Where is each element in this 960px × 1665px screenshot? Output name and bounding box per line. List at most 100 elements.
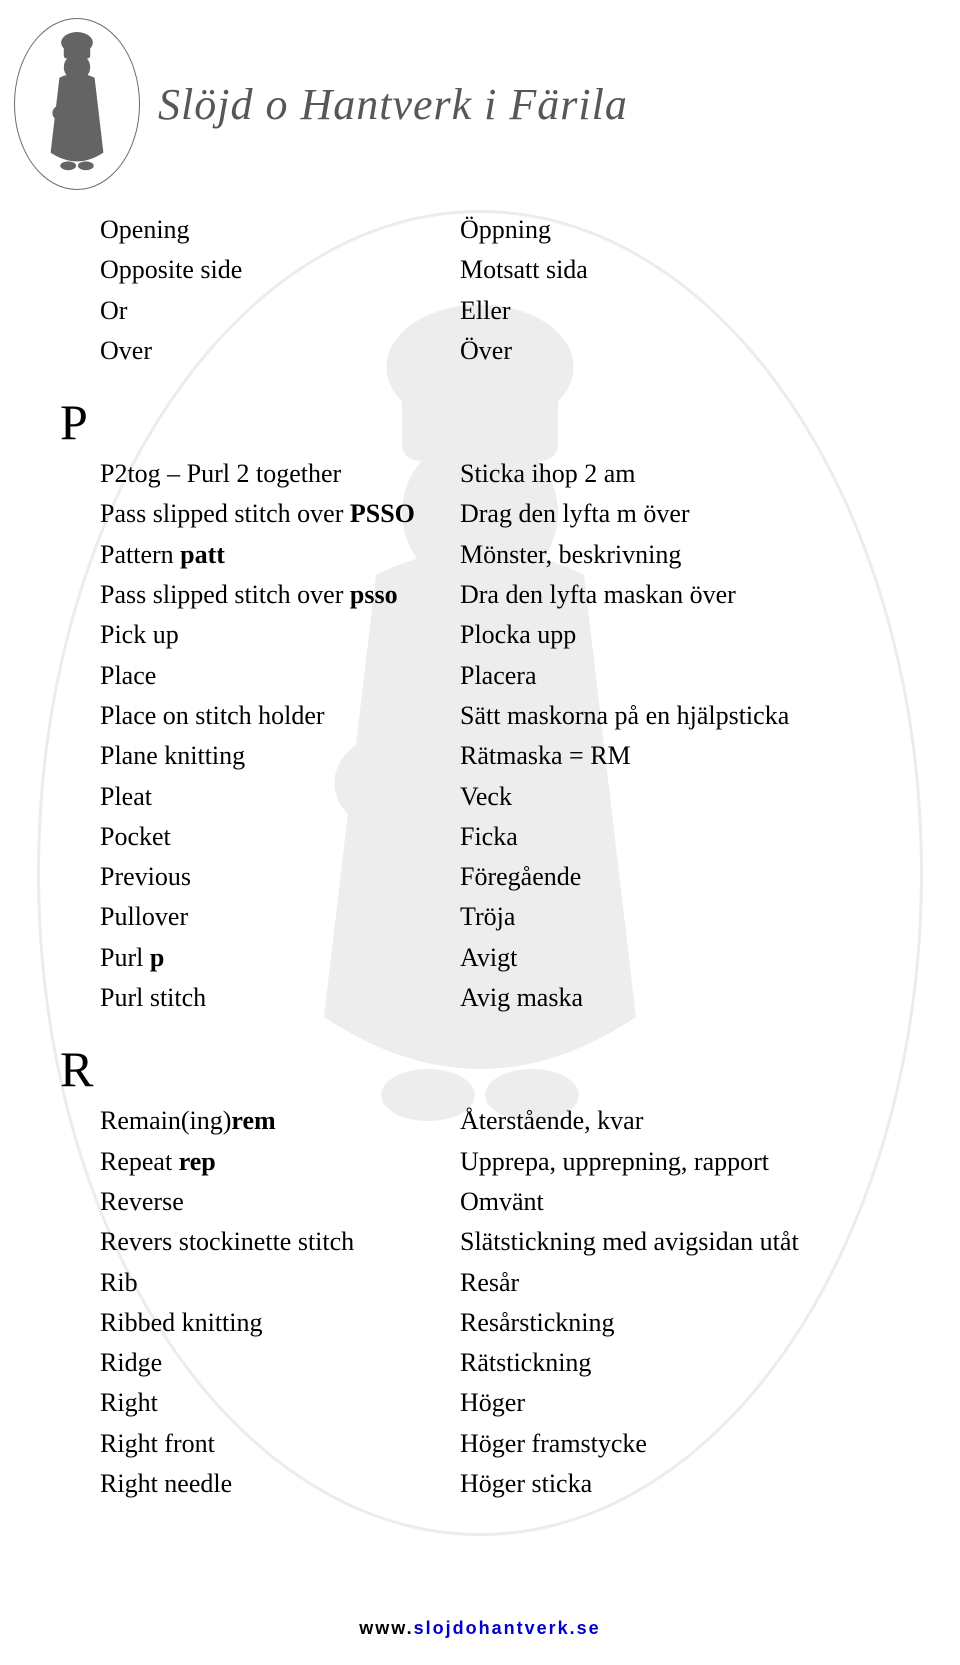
term-english: Ridge	[100, 1343, 460, 1383]
glossary-row: PleatVeck	[100, 777, 900, 817]
glossary-row: Purl pAvigt	[100, 938, 900, 978]
term-text: Purl	[100, 943, 150, 972]
glossary-row: PlacePlacera	[100, 656, 900, 696]
term-english: Purl p	[100, 938, 460, 978]
section-r-rows: Remain(ing)remÅterstående, kvarRepeat re…	[100, 1101, 900, 1504]
term-swedish: Ficka	[460, 817, 900, 857]
glossary-row: Pick up Plocka upp	[100, 615, 900, 655]
site-title: Slöjd o Hantverk i Färila	[158, 79, 628, 130]
term-text: Plane knitting	[100, 741, 245, 770]
term-swedish: Sticka ihop 2 am	[460, 454, 900, 494]
term-swedish: Öppning	[460, 210, 900, 250]
term-english: Pullover	[100, 897, 460, 937]
term-text: Repeat	[100, 1147, 179, 1176]
glossary-row: OrEller	[100, 291, 900, 331]
term-swedish: Rätmaska = RM	[460, 736, 900, 776]
term-text: Pick up	[100, 620, 179, 649]
term-text: Remain(ing)	[100, 1106, 231, 1135]
term-english: Pocket	[100, 817, 460, 857]
term-abbrev: rep	[179, 1147, 216, 1176]
term-swedish: Dra den lyfta maskan över	[460, 575, 900, 615]
term-english: Repeat rep	[100, 1142, 460, 1182]
term-english: Purl stitch	[100, 978, 460, 1018]
term-text: Purl stitch	[100, 983, 206, 1012]
term-text: Right front	[100, 1429, 215, 1458]
term-text: Ridge	[100, 1348, 162, 1377]
glossary-row: Pass slipped stitch over pssoDra den lyf…	[100, 575, 900, 615]
term-english: Place on stitch holder	[100, 696, 460, 736]
term-english: Opposite side	[100, 250, 460, 290]
term-swedish: Placera	[460, 656, 900, 696]
term-text: Previous	[100, 862, 191, 891]
term-swedish: Omvänt	[460, 1182, 900, 1222]
term-text: P2tog – Purl 2 together	[100, 459, 341, 488]
term-english: Revers stockinette stitch	[100, 1222, 460, 1262]
term-text: Ribbed knitting	[100, 1308, 263, 1337]
term-swedish: Föregående	[460, 857, 900, 897]
logo-figure-icon	[33, 25, 121, 183]
term-swedish: Mönster, beskrivning	[460, 535, 900, 575]
term-english: Pleat	[100, 777, 460, 817]
term-text: Reverse	[100, 1187, 184, 1216]
term-english: Right	[100, 1383, 460, 1423]
term-swedish: Rätstickning	[460, 1343, 900, 1383]
glossary-row: Ridge Rätstickning	[100, 1343, 900, 1383]
term-text: Pass slipped stitch over	[100, 580, 350, 609]
logo-oval	[14, 18, 140, 190]
term-swedish: Avig maska	[460, 978, 900, 1018]
header: Slöjd o Hantverk i Färila	[0, 0, 960, 190]
term-english: Pattern patt	[100, 535, 460, 575]
term-swedish: Slätstickning med avigsidan utåt	[460, 1222, 900, 1262]
footer-link[interactable]: slojdohantverk.se	[414, 1618, 601, 1638]
glossary-row: Place on stitch holderSätt maskorna på e…	[100, 696, 900, 736]
term-english: Over	[100, 331, 460, 371]
section-letter-p: P	[60, 395, 900, 450]
term-english: Pass slipped stitch over PSSO	[100, 494, 460, 534]
term-english: Plane knitting	[100, 736, 460, 776]
glossary-row: RightHöger	[100, 1383, 900, 1423]
term-english: Reverse	[100, 1182, 460, 1222]
page: Slöjd o Hantverk i Färila OpeningÖppning…	[0, 0, 960, 1665]
glossary-row: Revers stockinette stitch Slätstickning m…	[100, 1222, 900, 1262]
glossary-row: Opposite sideMotsatt sida	[100, 250, 900, 290]
term-text: Place on stitch holder	[100, 701, 325, 730]
term-english: Right needle	[100, 1464, 460, 1504]
glossary-row: Ribbed knitting Resårstickning	[100, 1303, 900, 1343]
glossary-row: OpeningÖppning	[100, 210, 900, 250]
glossary-row: Reverse Omvänt	[100, 1182, 900, 1222]
content: OpeningÖppningOpposite sideMotsatt sidaO…	[0, 190, 960, 1504]
term-abbrev: patt	[180, 540, 225, 569]
term-swedish: Upprepa, upprepning, rapport	[460, 1142, 900, 1182]
term-text: Pullover	[100, 902, 188, 931]
glossary-row: Pocket Ficka	[100, 817, 900, 857]
section-letter-r: R	[60, 1042, 900, 1097]
term-english: Ribbed knitting	[100, 1303, 460, 1343]
term-swedish: Motsatt sida	[460, 250, 900, 290]
term-english: Place	[100, 656, 460, 696]
term-text: Pocket	[100, 822, 171, 851]
term-english: Opening	[100, 210, 460, 250]
section-p-rows: P2tog – Purl 2 togetherSticka ihop 2 amP…	[100, 454, 900, 1018]
term-swedish: Höger framstycke	[460, 1424, 900, 1464]
glossary-row: Previous Föregående	[100, 857, 900, 897]
term-text: Pleat	[100, 782, 152, 811]
term-swedish: Återstående, kvar	[460, 1101, 900, 1141]
term-abbrev: rem	[231, 1106, 275, 1135]
glossary-row: Repeat repUpprepa, upprepning, rapport	[100, 1142, 900, 1182]
term-text: Pattern	[100, 540, 180, 569]
term-text: Pass slipped stitch over	[100, 499, 350, 528]
term-swedish: Över	[460, 331, 900, 371]
term-swedish: Plocka upp	[460, 615, 900, 655]
term-english: Pick up	[100, 615, 460, 655]
term-english: P2tog – Purl 2 together	[100, 454, 460, 494]
term-abbrev: p	[150, 943, 164, 972]
term-text: Revers stockinette stitch	[100, 1227, 354, 1256]
term-swedish: Höger	[460, 1383, 900, 1423]
glossary-row: PulloverTröja	[100, 897, 900, 937]
term-swedish: Höger sticka	[460, 1464, 900, 1504]
term-swedish: Avigt	[460, 938, 900, 978]
glossary-row: Right front Höger framstycke	[100, 1424, 900, 1464]
term-swedish: Resårstickning	[460, 1303, 900, 1343]
term-abbrev: PSSO	[350, 499, 415, 528]
glossary-row: Pattern pattMönster, beskrivning	[100, 535, 900, 575]
